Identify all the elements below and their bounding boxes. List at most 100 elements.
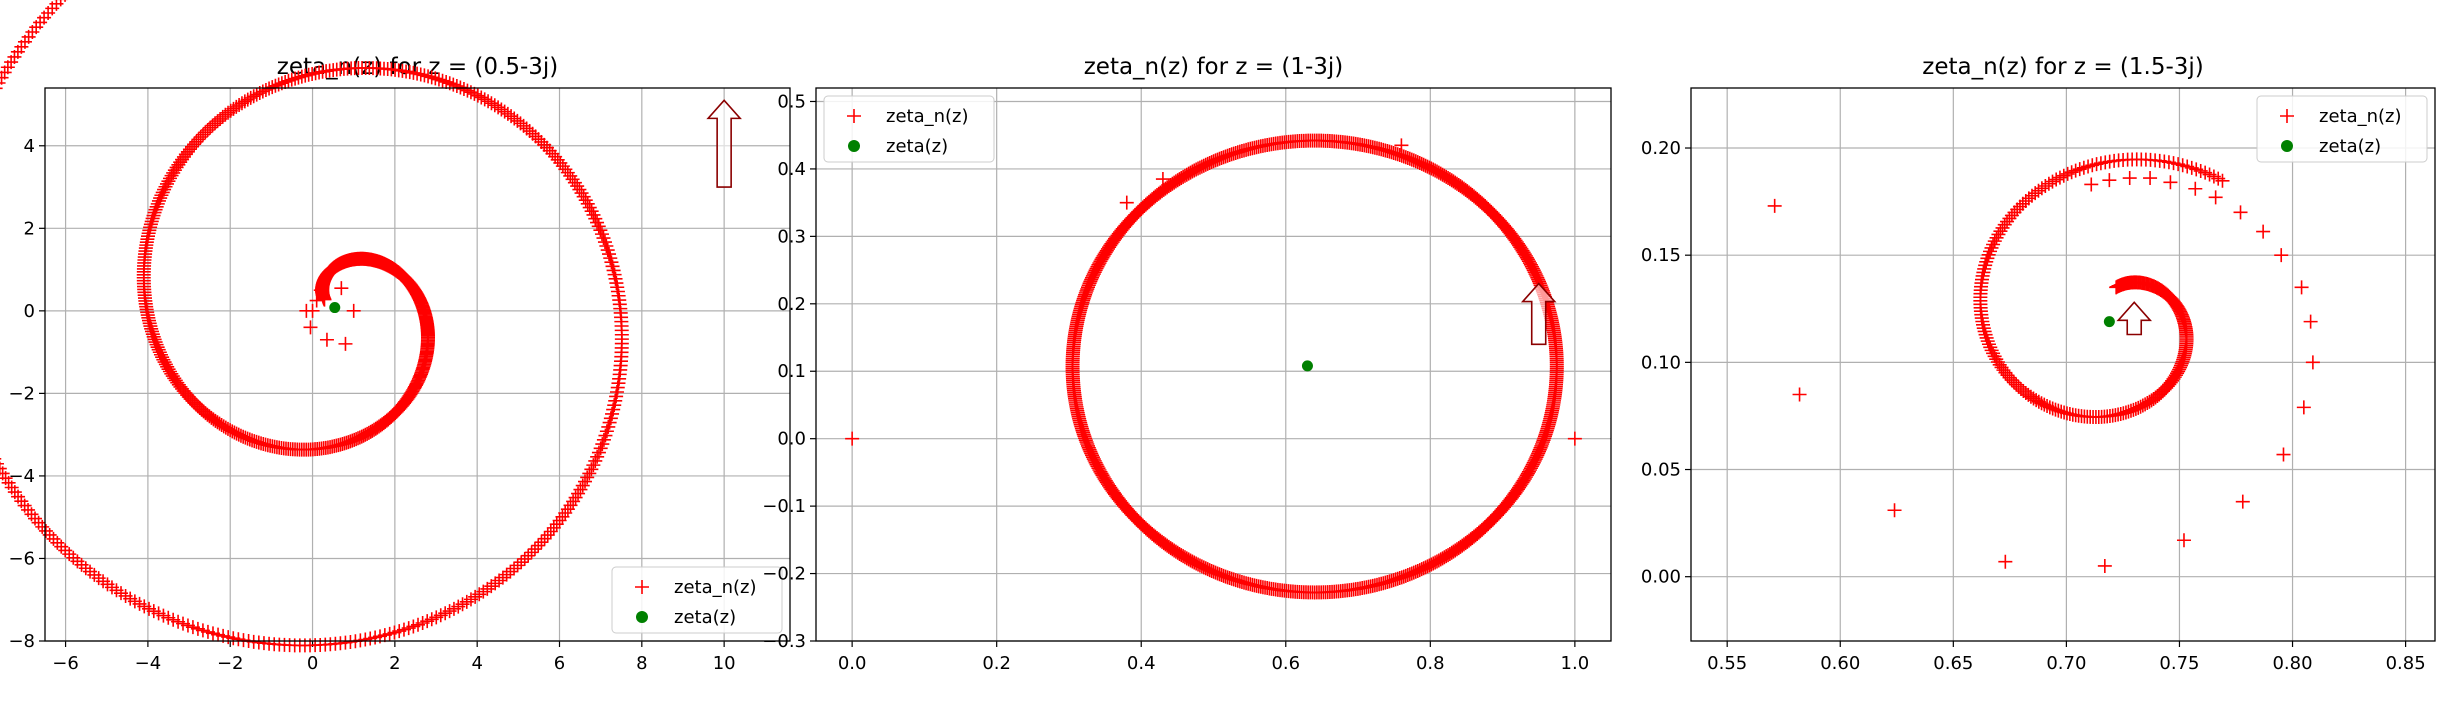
zeta-n-point <box>460 83 475 98</box>
zeta-n-point <box>1526 263 1541 278</box>
zeta-n-point <box>1119 195 1134 210</box>
zeta-n-point <box>1428 163 1443 178</box>
zeta-n-point <box>1529 450 1544 465</box>
x-tick-label: 0.8 <box>1416 653 1445 674</box>
zeta-n-point <box>521 548 536 563</box>
zeta-n-point <box>413 67 428 82</box>
zeta-n-point <box>590 215 605 230</box>
zeta-n-point <box>2168 368 2183 383</box>
direction-arrow <box>706 99 742 188</box>
zeta-n-point <box>1394 138 1409 153</box>
legend: zeta_n(z) zeta(z) <box>611 566 783 634</box>
zeta-n-point <box>268 78 283 93</box>
direction-arrow <box>1520 282 1557 346</box>
zeta-n-point <box>149 199 164 214</box>
zeta-n-point <box>2305 355 2320 370</box>
y-tick-label: −6 <box>8 548 35 569</box>
x-tick-label: 4 <box>471 653 482 674</box>
x-tick-label: 0.4 <box>1127 653 1156 674</box>
zeta-n-point <box>2235 494 2250 509</box>
zeta-n-point <box>1422 558 1437 573</box>
zeta-n-point <box>1528 267 1543 282</box>
zeta-n-point <box>1437 168 1452 183</box>
zeta-n-point <box>435 73 450 88</box>
zeta-n-point <box>2215 173 2230 188</box>
x-tick-label: 8 <box>636 653 647 674</box>
zeta-n-point <box>294 69 309 84</box>
zeta-n-point <box>528 129 543 144</box>
zeta-n-point <box>1181 166 1196 181</box>
legend-box <box>823 95 995 163</box>
zeta-n-point <box>1429 554 1444 569</box>
zeta-n-point <box>146 208 161 223</box>
zeta-n-point <box>467 86 482 101</box>
zeta-n-point <box>537 531 552 546</box>
zeta-n-point <box>2296 400 2311 415</box>
y-tick-label: 0.15 <box>1641 245 1681 266</box>
zeta-n-point <box>540 528 555 543</box>
zeta-n-point <box>1525 457 1540 472</box>
zeta-n-point <box>237 94 252 109</box>
zeta-n-point <box>159 176 174 191</box>
zeta-n-point <box>190 399 205 414</box>
zeta-n-point <box>1194 559 1209 574</box>
zeta-n-point <box>1987 234 2002 249</box>
zeta-n-point <box>2122 171 2137 186</box>
legend-dot-marker <box>848 140 860 152</box>
zeta-n-point <box>1528 452 1543 467</box>
zeta-n-point <box>351 431 366 446</box>
zeta-n-point <box>2171 364 2186 379</box>
zeta-n-point <box>148 202 163 217</box>
zeta-n-point <box>1420 559 1435 574</box>
zeta-n-point <box>234 96 249 111</box>
zeta-n-point <box>1196 158 1211 173</box>
zeta-n-point <box>246 89 261 104</box>
zeta-n-point <box>1086 267 1101 282</box>
zeta-n-point <box>281 73 296 88</box>
zeta-n-point <box>1083 444 1098 459</box>
zeta-n-point <box>1426 556 1441 571</box>
zeta-n-point <box>1524 459 1539 474</box>
zeta-n-point <box>150 196 165 211</box>
zeta-n-point <box>560 502 575 517</box>
zeta-n-point <box>2276 447 2291 462</box>
zeta-n-point <box>527 542 542 557</box>
zeta-n-point <box>546 520 561 535</box>
zeta-n-point <box>1980 251 1995 266</box>
zeta-n-point <box>549 517 564 532</box>
x-tick-label: 0.55 <box>1707 653 1747 674</box>
zeta-n-point <box>1089 261 1104 276</box>
zeta-n-point <box>240 92 255 107</box>
zeta-n-point <box>319 332 334 347</box>
zeta-n-point <box>1983 244 1998 259</box>
plot-area <box>816 88 1611 641</box>
zeta-n-point <box>2041 176 2056 191</box>
zeta-n-point <box>1980 334 1995 349</box>
zeta-n-point <box>338 336 353 351</box>
zeta-n-point <box>499 567 514 582</box>
zeta-n-point <box>155 185 170 200</box>
y-tick-label: −0.2 <box>762 564 806 585</box>
zeta-n-point <box>1531 444 1546 459</box>
zeta-n-point <box>1978 258 1993 273</box>
zeta-n-point <box>534 535 549 550</box>
legend-plus-marker <box>847 109 861 123</box>
zeta-n-point <box>284 72 299 87</box>
zeta-n-point <box>2051 403 2066 418</box>
zeta-n-point <box>531 132 546 147</box>
zeta-n-point <box>1194 159 1209 174</box>
zeta-n-point <box>0 461 7 476</box>
zeta-n-point <box>517 551 532 566</box>
zeta-n-point <box>2097 558 2112 573</box>
x-tick-label: 1.0 <box>1561 653 1590 674</box>
legend-plus-marker <box>2280 109 2294 123</box>
y-tick-label: −0.1 <box>762 496 806 517</box>
zeta-n-point <box>53 0 68 7</box>
zeta-n-point <box>446 77 461 92</box>
zeta-n-point <box>2303 314 2318 329</box>
zeta-n-point <box>1181 552 1196 567</box>
zeta-n-point <box>470 88 485 103</box>
zeta-n-point <box>1192 558 1207 573</box>
zeta-n-point <box>1083 274 1098 289</box>
